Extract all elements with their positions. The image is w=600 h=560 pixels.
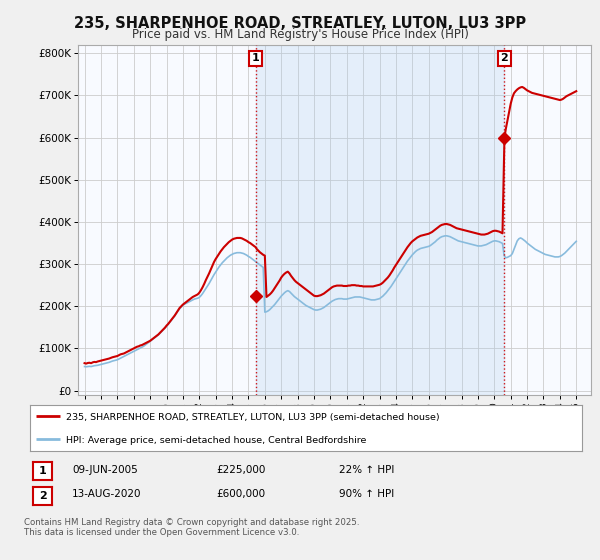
Bar: [256, 45, 505, 395]
Text: 2: 2: [500, 53, 508, 63]
Text: 235, SHARPENHOE ROAD, STREATLEY, LUTON, LU3 3PP (semi-detached house): 235, SHARPENHOE ROAD, STREATLEY, LUTON, …: [66, 413, 440, 422]
Text: 2: 2: [39, 491, 46, 501]
Text: Contains HM Land Registry data © Crown copyright and database right 2025.
This d: Contains HM Land Registry data © Crown c…: [24, 518, 359, 538]
Text: 90% ↑ HPI: 90% ↑ HPI: [339, 489, 394, 500]
Text: 235, SHARPENHOE ROAD, STREATLEY, LUTON, LU3 3PP: 235, SHARPENHOE ROAD, STREATLEY, LUTON, …: [74, 16, 526, 31]
Text: £225,000: £225,000: [216, 465, 265, 475]
Text: £600,000: £600,000: [216, 489, 265, 500]
Text: 1: 1: [39, 466, 46, 476]
Text: 22% ↑ HPI: 22% ↑ HPI: [339, 465, 394, 475]
Text: HPI: Average price, semi-detached house, Central Bedfordshire: HPI: Average price, semi-detached house,…: [66, 436, 366, 445]
Text: Price paid vs. HM Land Registry's House Price Index (HPI): Price paid vs. HM Land Registry's House …: [131, 28, 469, 41]
Text: 13-AUG-2020: 13-AUG-2020: [72, 489, 142, 500]
Text: 09-JUN-2005: 09-JUN-2005: [72, 465, 138, 475]
Text: 1: 1: [252, 53, 260, 63]
